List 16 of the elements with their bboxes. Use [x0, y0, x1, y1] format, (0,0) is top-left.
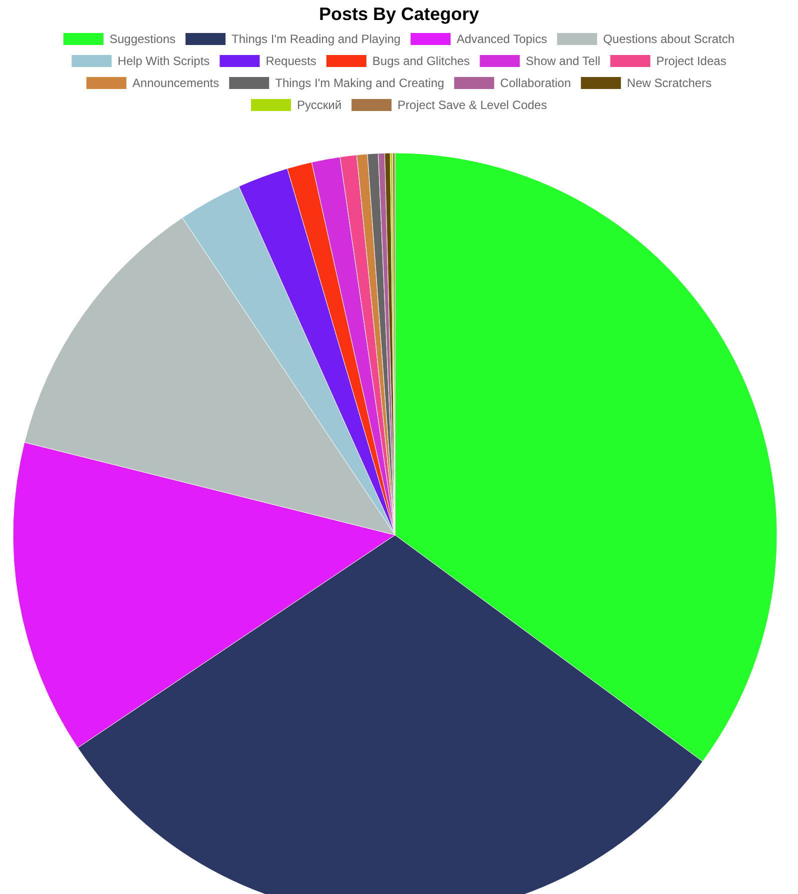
legend-label: Requests: [266, 54, 316, 68]
legend-label: Announcements: [132, 76, 220, 90]
legend-label: Collaboration: [500, 76, 571, 90]
legend-label: Questions about Scratch: [603, 32, 735, 46]
legend-label: Show and Tell: [526, 54, 600, 68]
legend-label: Русский: [297, 98, 342, 112]
chart-title: Posts By Category: [318, 4, 480, 24]
legend-label: Advanced Topics: [456, 32, 548, 46]
legend-label: Suggestions: [109, 32, 176, 46]
legend-label: Project Ideas: [656, 54, 726, 68]
legend-label: Bugs and Glitches: [372, 54, 470, 68]
legend-label: Things I'm Making and Creating: [275, 76, 444, 90]
legend-label: Help With Scripts: [118, 54, 210, 68]
legend-label: New Scratchers: [626, 76, 712, 90]
legend-label: Project Save & Level Codes: [398, 98, 547, 112]
legend-label: Things I'm Reading and Playing: [232, 32, 401, 46]
